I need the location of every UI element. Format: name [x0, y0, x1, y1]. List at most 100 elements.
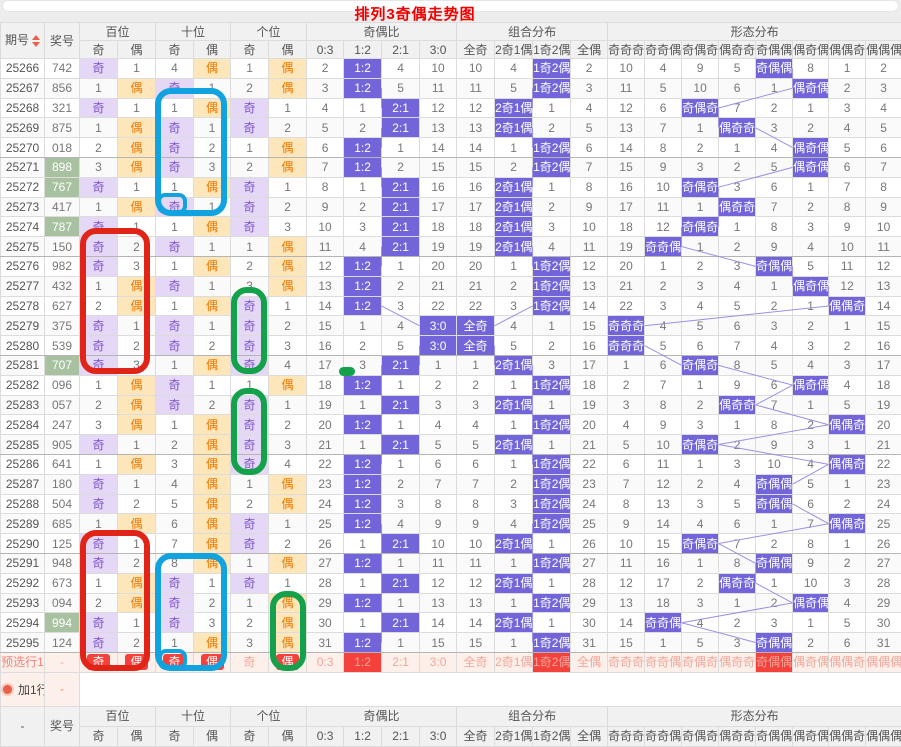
group-header-1: 十位	[156, 706, 231, 726]
tens-odd-preselect[interactable]: 奇	[156, 652, 194, 672]
ratio-1-2-cell: 1:2	[344, 375, 382, 395]
units-even-cell: 偶	[269, 494, 307, 514]
pattern-eoe-cell: 3	[793, 435, 829, 455]
period-cell: 25269	[1, 118, 45, 138]
units-even-cell: 偶	[269, 256, 307, 276]
radio-icon[interactable]	[1, 683, 14, 696]
combo-1odd2even-cell: 1奇2偶	[533, 157, 571, 177]
hundreds-odd-cell: 1	[80, 78, 118, 98]
pattern-eoe-cell: 5	[793, 474, 829, 494]
pattern-eeo-preselect[interactable]: 偶偶奇	[829, 652, 866, 672]
combo-1odd2even-cell: 1奇2偶	[533, 276, 571, 296]
pattern-oeo-cell: 4	[682, 613, 719, 633]
units-even-preselect[interactable]: 偶	[269, 652, 307, 672]
pattern-oee-cell: 7	[756, 395, 793, 415]
pattern-oeo-cell: 10	[682, 78, 719, 98]
pattern-ooe-cell: 奇奇偶	[645, 237, 682, 257]
pattern-oee-cell: 8	[756, 217, 793, 237]
combo-2odd1even-cell: 2奇1偶	[495, 613, 533, 633]
combo-2odd1even-preselect[interactable]: 2奇1偶	[495, 652, 533, 672]
pattern-eoo-cell: 1	[719, 217, 756, 237]
ratio-3-0-preselect[interactable]: 3:0	[420, 652, 457, 672]
pattern-eoe-cell: 偶奇偶	[793, 138, 829, 158]
tens-even-preselect[interactable]: 偶	[194, 652, 231, 672]
units-even-cell: 2	[269, 197, 307, 217]
combo-1odd2even-preselect[interactable]: 1奇2偶	[533, 652, 571, 672]
ratio-0-3-cell: 5	[307, 118, 344, 138]
sort-icon[interactable]	[32, 35, 40, 47]
combo-all-odd-cell: 17	[457, 197, 495, 217]
pattern-oeo-preselect[interactable]: 奇偶奇	[682, 652, 719, 672]
units-odd-cell: 奇	[231, 197, 269, 217]
units-even-cell: 2	[269, 415, 307, 435]
combo-all-even-preselect[interactable]: 全偶	[571, 652, 608, 672]
pattern-eee-cell: 18	[866, 375, 901, 395]
pattern-oee-preselect[interactable]: 奇偶偶	[756, 652, 793, 672]
pattern-oee-cell: 9	[756, 435, 793, 455]
pattern-eoe-cell: 偶奇偶	[793, 78, 829, 98]
pattern-eeo-cell: 6	[829, 157, 866, 177]
hundreds-even-cell: 1	[118, 98, 156, 118]
pattern-eee-cell: 7	[866, 157, 901, 177]
hundreds-even-cell: 偶	[118, 375, 156, 395]
ratio-0-3-preselect[interactable]: 0:3	[307, 652, 344, 672]
pattern-ooe-preselect[interactable]: 奇奇偶	[645, 652, 682, 672]
prize-cell: 321	[45, 98, 80, 118]
pattern-eeo-cell: 4	[829, 593, 866, 613]
tens-odd-cell: 奇	[156, 593, 194, 613]
ratio-2-1-cell: 2	[382, 474, 420, 494]
pattern-ooo-cell: 11	[608, 553, 645, 573]
ratio-2-1-cell: 4	[382, 514, 420, 534]
ratio-3-0-cell: 17	[420, 197, 457, 217]
units-even-cell: 偶	[269, 138, 307, 158]
pattern-eoe-preselect[interactable]: 偶奇偶	[793, 652, 829, 672]
hundreds-odd-cell: 1	[80, 454, 118, 474]
ratio-0-3-cell: 12	[307, 256, 344, 276]
period-column-header[interactable]: 期号	[1, 23, 45, 59]
pattern-eee-preselect[interactable]: 偶偶偶	[866, 652, 901, 672]
units-even-cell: 偶	[269, 375, 307, 395]
units-odd-cell: 2	[231, 157, 269, 177]
pattern-eoo-cell: 偶奇奇	[719, 395, 756, 415]
hundreds-odd-preselect[interactable]: 奇	[80, 652, 118, 672]
hundreds-odd-cell: 奇	[80, 59, 118, 79]
hundreds-odd-cell: 2	[80, 296, 118, 316]
tens-odd-cell: 6	[156, 514, 194, 534]
pattern-oee-cell: 1	[756, 514, 793, 534]
combo-all-even-cell: 2	[571, 59, 608, 79]
pattern-oeo-cell: 1	[682, 237, 719, 257]
prize-cell: 504	[45, 494, 80, 514]
sub-header: 奇偶奇	[682, 726, 719, 746]
pattern-oee-cell: 7	[756, 197, 793, 217]
tens-even-cell: 3	[194, 157, 231, 177]
tens-odd-cell: 奇	[156, 613, 194, 633]
ratio-1-2-cell: 1	[344, 534, 382, 554]
ratio-3-0-cell: 11	[420, 553, 457, 573]
ratio-1-2-preselect[interactable]: 1:2	[344, 652, 382, 672]
ratio-2-1-preselect[interactable]: 2:1	[382, 652, 420, 672]
pattern-oeo-cell: 5	[682, 633, 719, 653]
pattern-oeo-cell: 2	[682, 395, 719, 415]
pattern-eeo-cell: 5	[829, 395, 866, 415]
add-row-button[interactable]: 加1行	[1, 672, 45, 706]
period-cell: 25288	[1, 494, 45, 514]
combo-all-even-cell: 13	[571, 276, 608, 296]
sub-header: 偶	[118, 41, 156, 59]
units-odd-preselect[interactable]: 奇	[231, 652, 269, 672]
pattern-ooo-cell: 1	[608, 355, 645, 375]
pattern-ooo-preselect[interactable]: 奇奇奇	[608, 652, 645, 672]
ratio-2-1-cell: 2:1	[382, 217, 420, 237]
period-cell: 25287	[1, 474, 45, 494]
tens-even-cell: 偶	[194, 355, 231, 375]
pattern-eoe-cell: 5	[793, 256, 829, 276]
combo-all-odd-preselect[interactable]: 全奇	[457, 652, 495, 672]
hundreds-even-preselect[interactable]: 偶	[118, 652, 156, 672]
sub-header: 2奇1偶	[495, 41, 533, 59]
pattern-eoo-preselect[interactable]: 偶奇奇	[719, 652, 756, 672]
ratio-1-2-cell: 2	[344, 336, 382, 356]
